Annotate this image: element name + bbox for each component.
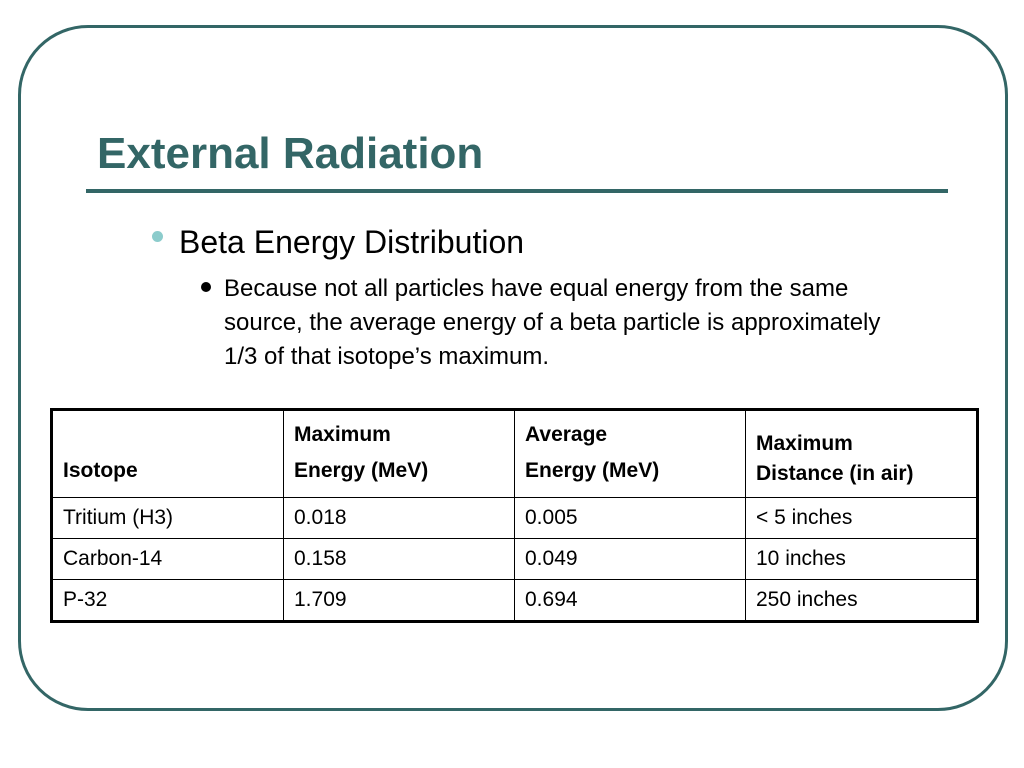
cell-max-distance: 10 inches <box>745 538 978 580</box>
bullet-level2: Because not all particles have equal ene… <box>200 272 920 374</box>
slide-border-frame <box>18 25 1008 711</box>
cell-isotope: Carbon-14 <box>51 538 284 580</box>
cell-max-energy: 1.709 <box>283 579 515 622</box>
table-row: P-32 1.709 0.694 250 inches <box>51 579 978 622</box>
header-max-distance: Maximum Distance (in air) <box>745 409 978 498</box>
cell-avg-energy: 0.694 <box>514 579 746 622</box>
cell-isotope: Tritium (H3) <box>51 497 284 539</box>
cell-max-energy: 0.018 <box>283 497 515 539</box>
bullet-dot-black-icon <box>201 282 211 292</box>
cell-max-distance: < 5 inches <box>745 497 978 539</box>
isotope-energy-table: Isotope Maximum Energy (MeV) Average Energ… <box>50 408 979 623</box>
cell-max-distance: 250 inches <box>745 579 978 622</box>
cell-max-energy: 0.158 <box>283 538 515 580</box>
table-row: Tritium (H3) 0.018 0.005 < 5 inches <box>51 497 978 539</box>
table-row: Carbon-14 0.158 0.049 10 inches <box>51 538 978 580</box>
bullet-dot-teal-icon <box>152 231 163 242</box>
bullet-level2-text: Because not all particles have equal ene… <box>224 275 881 370</box>
header-max-energy: Maximum Energy (MeV) <box>283 409 515 498</box>
header-avg-energy: Average Energy (MeV) <box>514 409 746 498</box>
cell-isotope: P-32 <box>51 579 284 622</box>
title-underline-divider <box>86 189 948 193</box>
cell-avg-energy: 0.049 <box>514 538 746 580</box>
bullet-level1-text: Beta Energy Distribution <box>179 224 525 260</box>
slide-title: External Radiation <box>97 129 484 178</box>
cell-avg-energy: 0.005 <box>514 497 746 539</box>
header-isotope: Isotope <box>51 409 284 498</box>
table-header-row: Isotope Maximum Energy (MeV) Average Energ… <box>51 409 978 498</box>
